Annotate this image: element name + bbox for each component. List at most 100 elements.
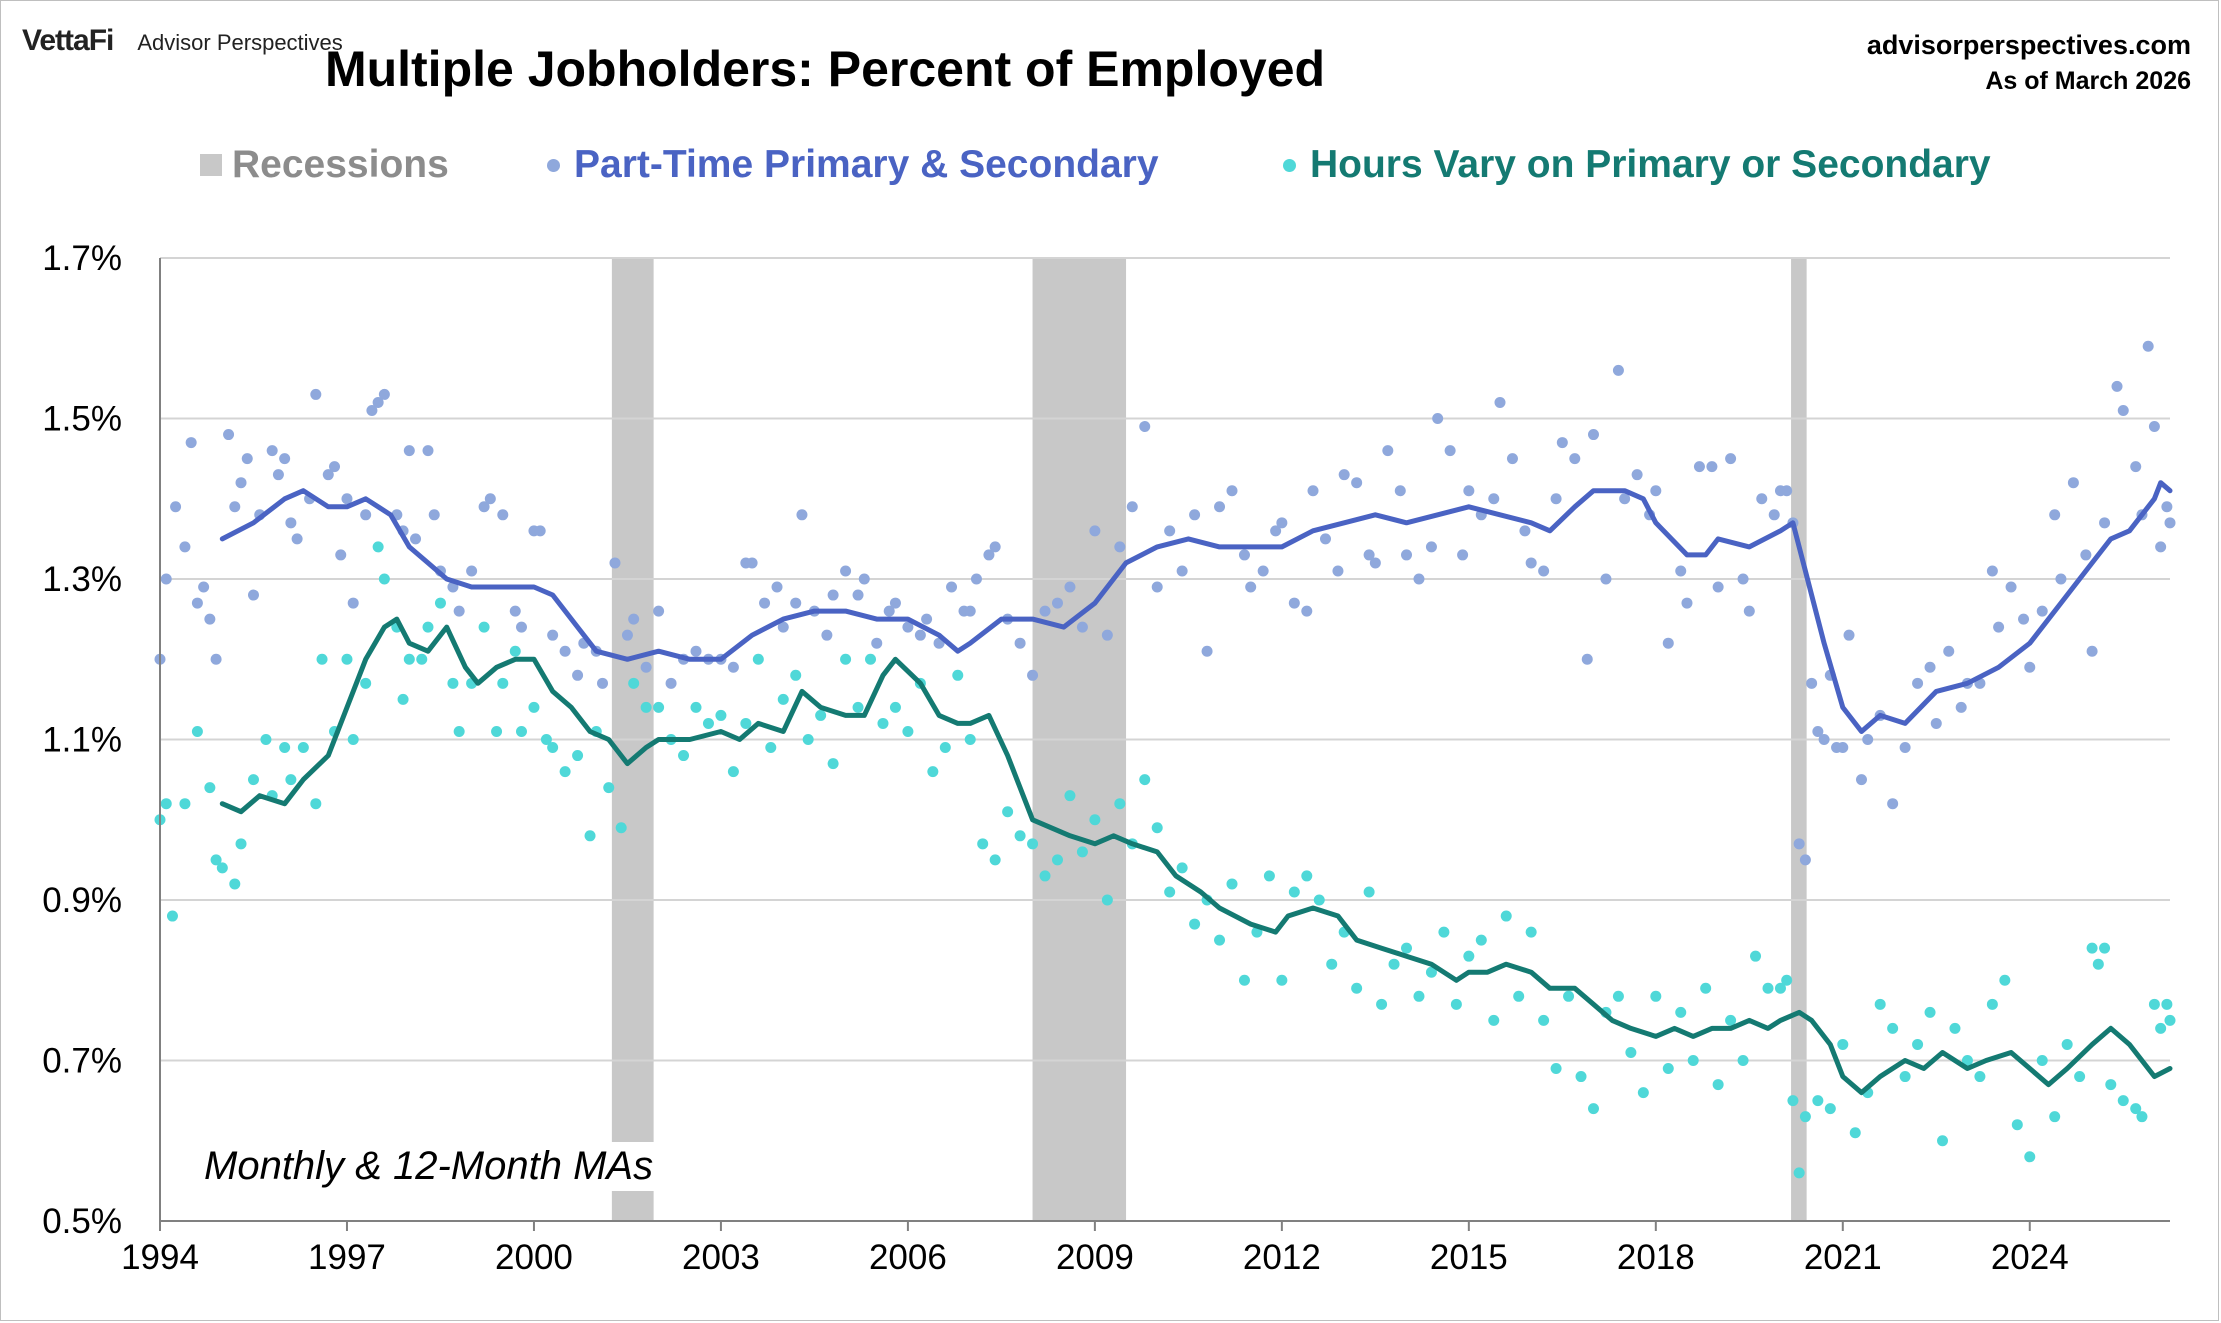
monthly-point xyxy=(2136,1111,2148,1123)
monthly-point xyxy=(235,838,247,850)
monthly-point xyxy=(1288,886,1300,898)
brand: VettaFi Advisor Perspectives xyxy=(22,24,343,58)
monthly-point xyxy=(827,589,839,601)
monthly-point xyxy=(1438,926,1450,938)
chart-note: Monthly & 12-Month MAs xyxy=(200,1142,658,1191)
monthly-point xyxy=(1725,453,1737,465)
monthly-point xyxy=(2155,541,2167,553)
monthly-point xyxy=(1930,717,1942,729)
legend-part-time-swatch xyxy=(547,158,560,172)
monthly-point xyxy=(1382,445,1394,457)
monthly-point xyxy=(2074,1071,2086,1083)
monthly-point xyxy=(1101,629,1113,641)
monthly-point xyxy=(1332,565,1344,577)
brand-subtitle: Advisor Perspectives xyxy=(137,30,343,55)
monthly-point xyxy=(796,509,808,521)
monthly-point xyxy=(329,461,341,473)
monthly-point xyxy=(559,766,571,778)
monthly-point xyxy=(1781,974,1793,986)
monthly-point xyxy=(1912,1038,1924,1050)
monthly-point xyxy=(1581,653,1593,665)
monthly-point xyxy=(1519,525,1531,537)
monthly-point xyxy=(1587,1103,1599,1115)
x-tick-label: 2015 xyxy=(1430,1238,1508,1277)
monthly-point xyxy=(1725,1014,1737,1026)
monthly-point xyxy=(1276,517,1288,529)
monthly-point xyxy=(272,469,284,481)
monthly-point xyxy=(584,830,596,842)
monthly-point xyxy=(229,501,241,513)
monthly-point xyxy=(2099,942,2111,954)
chart-title: Multiple Jobholders: Percent of Employed xyxy=(324,41,1326,97)
monthly-point xyxy=(1338,469,1350,481)
monthly-point xyxy=(821,629,833,641)
monthly-point xyxy=(1089,525,1101,537)
monthly-point xyxy=(2130,1103,2142,1115)
monthly-point xyxy=(777,621,789,633)
legend-part-time: Part-Time Primary & Secondary xyxy=(547,143,1159,187)
monthly-point xyxy=(1413,573,1425,585)
monthly-point xyxy=(1201,645,1213,657)
monthly-point xyxy=(285,517,297,529)
monthly-point xyxy=(559,645,571,657)
monthly-point xyxy=(547,629,559,641)
monthly-point xyxy=(1351,982,1363,994)
monthly-point xyxy=(416,653,428,665)
monthly-point xyxy=(1064,581,1076,593)
monthly-point xyxy=(1226,485,1238,497)
monthly-point xyxy=(1076,846,1088,858)
monthly-point xyxy=(852,701,864,713)
monthly-point xyxy=(310,388,322,400)
monthly-point xyxy=(2049,509,2061,521)
x-tick-label: 2006 xyxy=(869,1238,947,1277)
monthly-point xyxy=(1513,990,1525,1002)
y-tick-label: 1.5% xyxy=(42,400,122,439)
x-tick-label: 2012 xyxy=(1243,1238,1321,1277)
monthly-point xyxy=(1139,774,1151,786)
monthly-point xyxy=(1064,790,1076,802)
monthly-point xyxy=(1937,1135,1949,1147)
legend-hours-vary-swatch xyxy=(1283,158,1296,172)
monthly-point xyxy=(827,758,839,770)
monthly-point xyxy=(970,573,982,585)
monthly-point xyxy=(597,677,609,689)
monthly-point xyxy=(2036,1055,2048,1066)
monthly-point xyxy=(690,701,702,713)
monthly-point xyxy=(179,541,191,553)
monthly-point xyxy=(2049,1111,2061,1123)
monthly-point xyxy=(678,750,690,762)
legend-hours-vary-label: Hours Vary on Primary or Secondary xyxy=(1310,143,1991,186)
monthly-point xyxy=(771,581,783,593)
monthly-point xyxy=(1176,862,1188,874)
monthly-point xyxy=(1637,1087,1649,1099)
monthly-point xyxy=(1843,629,1855,641)
monthly-point xyxy=(790,597,802,609)
monthly-point xyxy=(478,501,490,513)
monthly-point xyxy=(1799,854,1811,866)
y-tick-label: 0.5% xyxy=(42,1202,122,1241)
monthly-point xyxy=(2092,958,2104,970)
monthly-point xyxy=(297,742,309,754)
monthly-point xyxy=(497,509,509,521)
monthly-point xyxy=(497,677,509,689)
monthly-point xyxy=(1307,485,1319,497)
monthly-point xyxy=(877,717,889,729)
monthly-point xyxy=(2164,517,2176,529)
monthly-point xyxy=(1276,974,1288,986)
monthly-point xyxy=(640,661,652,673)
monthly-point xyxy=(740,717,752,729)
monthly-point xyxy=(1556,437,1568,449)
source-site: advisorperspectives.com xyxy=(1866,30,2191,60)
monthly-point xyxy=(1986,998,1998,1010)
monthly-point xyxy=(2061,1038,2073,1050)
monthly-point xyxy=(1457,549,1469,561)
monthly-point xyxy=(1899,742,1911,754)
monthly-point xyxy=(2036,605,2048,617)
monthly-point xyxy=(534,525,546,537)
monthly-point xyxy=(653,605,665,617)
monthly-point xyxy=(347,597,359,609)
monthly-point xyxy=(1612,990,1624,1002)
monthly-point xyxy=(1550,493,1562,505)
monthly-point xyxy=(422,445,434,457)
